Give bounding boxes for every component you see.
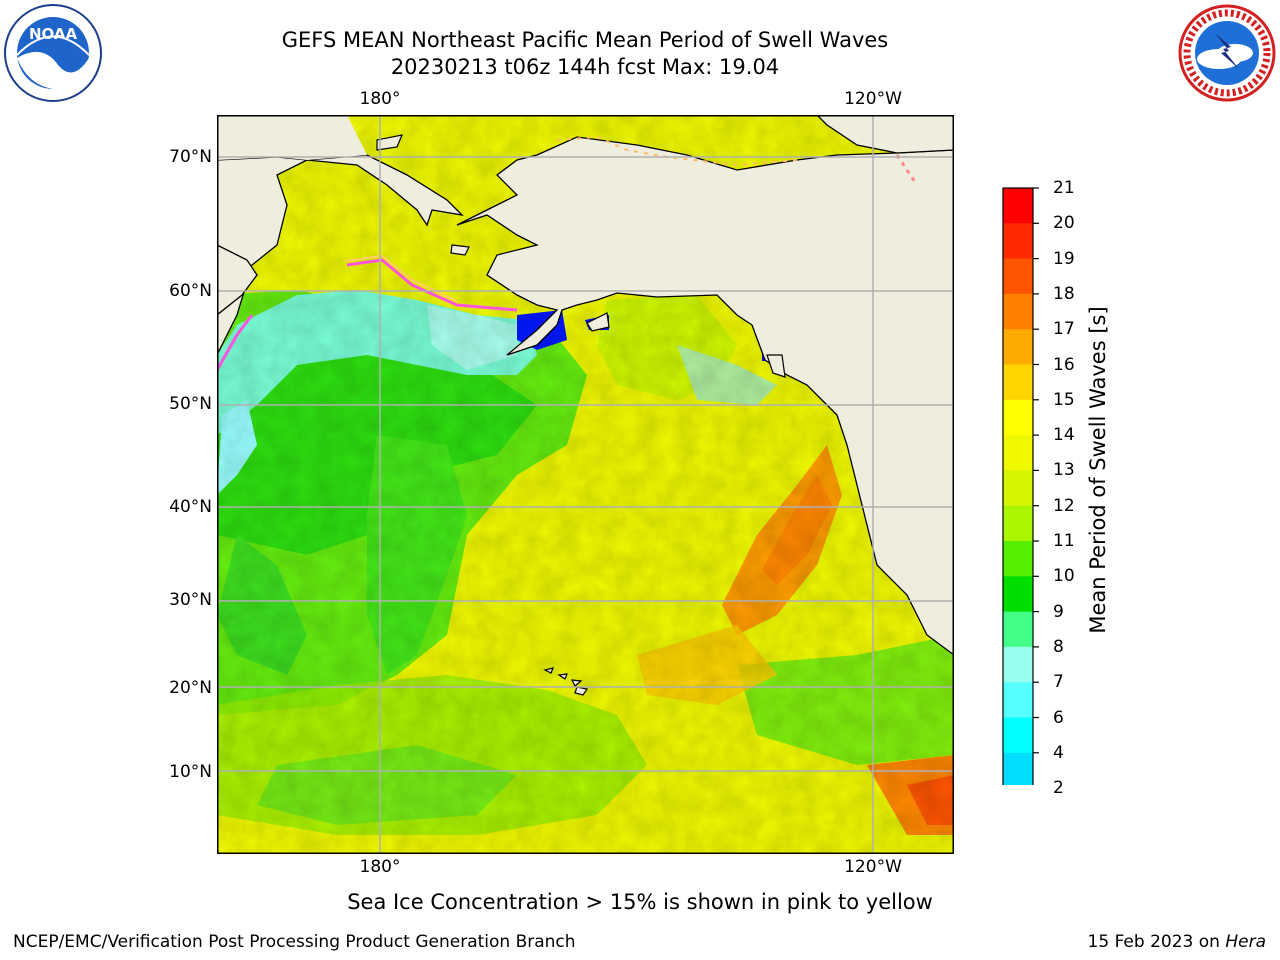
chart-title: GEFS MEAN Northeast Pacific Mean Period … bbox=[281, 28, 889, 52]
colorbar-tick-label: 9 bbox=[1053, 601, 1064, 622]
colorbar-segment bbox=[1003, 470, 1033, 507]
colorbar-tick-label: 13 bbox=[1053, 460, 1075, 481]
lat-label-20n: 20°N bbox=[169, 678, 212, 698]
chart-subtitle: 20230213 t06z 144h fcst Max: 19.04 bbox=[390, 55, 780, 79]
sea-ice-caption: Sea Ice Concentration > 15% is shown in … bbox=[347, 890, 933, 914]
colorbar-tick-label: 15 bbox=[1053, 389, 1075, 410]
colorbar-segment bbox=[1003, 188, 1033, 224]
colorbar-label: Mean Period of Swell Waves [s] bbox=[1086, 306, 1110, 634]
lon-label-top-180: 180° bbox=[359, 89, 401, 109]
colorbar-tick-label: 17 bbox=[1053, 319, 1075, 340]
colorbar-tick-label: 19 bbox=[1053, 248, 1075, 269]
lat-label-10n: 10°N bbox=[169, 762, 212, 782]
colorbar-tick-label: 18 bbox=[1053, 283, 1075, 304]
lat-label-30n: 30°N bbox=[169, 590, 212, 610]
colorbar bbox=[1000, 185, 1040, 818]
colorbar-segment bbox=[1003, 611, 1033, 648]
lat-label-60n: 60°N bbox=[169, 281, 212, 301]
colorbar-tick-label: 8 bbox=[1053, 636, 1064, 657]
colorbar-tick-label: 12 bbox=[1053, 495, 1075, 516]
colorbar-segment bbox=[1003, 258, 1033, 295]
colorbar-tick-label: 11 bbox=[1053, 531, 1075, 551]
noaa-logo-icon: NOAA bbox=[3, 3, 103, 107]
colorbar-tick-label: 21 bbox=[1053, 178, 1075, 198]
generation-date: 15 Feb 2023 on Hera bbox=[1087, 932, 1266, 952]
swell-period-map bbox=[217, 115, 954, 854]
organization-credit: NCEP/EMC/Verification Post Processing Pr… bbox=[13, 932, 576, 952]
colorbar-segment bbox=[1003, 646, 1033, 683]
machine-name: Hera bbox=[1225, 932, 1266, 952]
graticule bbox=[217, 115, 954, 854]
colorbar-tick-label: 14 bbox=[1053, 425, 1075, 446]
colorbar-segment bbox=[1003, 752, 1033, 789]
colorbar-segment bbox=[1003, 505, 1033, 542]
colorbar-tick-label: 7 bbox=[1053, 672, 1064, 693]
lon-label-top-120w: 120°W bbox=[844, 89, 902, 109]
colorbar-segment bbox=[1003, 364, 1033, 401]
colorbar-segment bbox=[1003, 435, 1033, 471]
colorbar-tick-label: 20 bbox=[1053, 213, 1075, 234]
colorbar-tick-label: 2 bbox=[1053, 778, 1064, 799]
colorbar-segment bbox=[1003, 576, 1033, 613]
colorbar-segment bbox=[1003, 329, 1033, 365]
lon-label-bottom-120w: 120°W bbox=[844, 857, 902, 877]
colorbar-segment bbox=[1003, 223, 1033, 260]
colorbar-tick-label: 6 bbox=[1053, 707, 1064, 728]
lat-label-50n: 50°N bbox=[169, 394, 212, 414]
colorbar-tick-label: 16 bbox=[1053, 354, 1075, 375]
colorbar-tick-label: 4 bbox=[1053, 742, 1064, 763]
colorbar-segment bbox=[1003, 717, 1033, 754]
colorbar-segment bbox=[1003, 293, 1033, 330]
colorbar-segment bbox=[1003, 399, 1033, 436]
national-weather-service-logo-icon bbox=[1177, 3, 1277, 107]
lat-label-70n: 70°N bbox=[169, 147, 212, 167]
colorbar-segment bbox=[1003, 541, 1033, 577]
colorbar-tick-label: 10 bbox=[1053, 566, 1075, 587]
noaa-logo-text: NOAA bbox=[29, 25, 78, 43]
lon-label-bottom-180: 180° bbox=[359, 857, 401, 877]
colorbar-segment bbox=[1003, 682, 1033, 718]
lat-label-40n: 40°N bbox=[169, 497, 212, 517]
